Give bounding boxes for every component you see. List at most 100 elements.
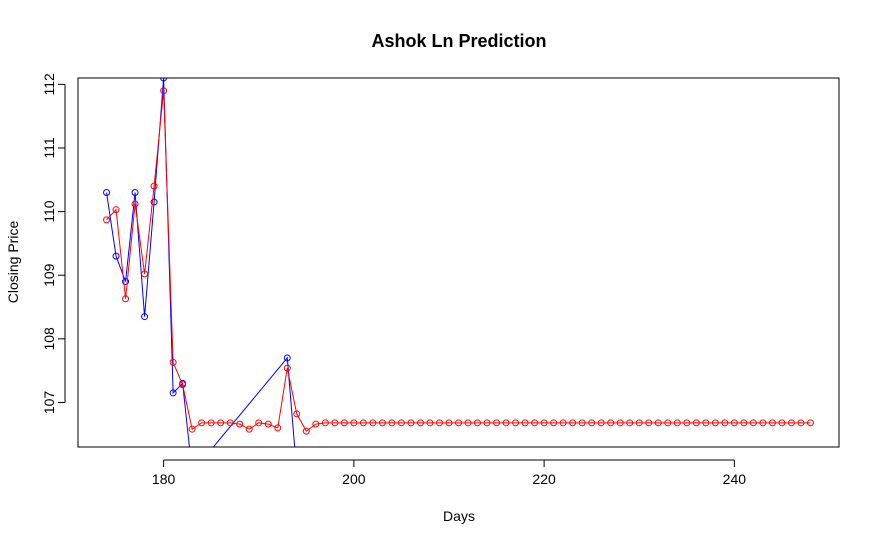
x-axis-label: Days — [443, 508, 475, 524]
y-tick-label: 108 — [41, 327, 57, 351]
series-1-point — [768, 419, 776, 427]
series-1-point — [350, 419, 358, 427]
series-1-point — [749, 419, 757, 427]
series-1-point — [645, 419, 653, 427]
series-1-point — [730, 419, 738, 427]
series-1-point — [445, 419, 453, 427]
series-1-point — [264, 420, 272, 428]
series-1-point — [721, 419, 729, 427]
x-tick-label: 180 — [152, 471, 176, 487]
series-1-point — [474, 419, 482, 427]
series-1-point — [673, 419, 681, 427]
x-tick-label: 240 — [723, 471, 747, 487]
series-0-point — [131, 189, 139, 197]
series-1-point — [797, 419, 805, 427]
series-1-point — [293, 410, 301, 418]
series-1-point — [787, 419, 795, 427]
series-1-point — [198, 419, 206, 427]
chart-title: Ashok Ln Prediction — [371, 31, 546, 51]
series-1-point — [112, 206, 120, 214]
series-1-point — [207, 419, 215, 427]
series-1-point — [569, 419, 577, 427]
series-1-point — [540, 419, 548, 427]
series-1-point — [464, 419, 472, 427]
y-tick-label: 107 — [41, 391, 57, 415]
series-1-point — [493, 419, 501, 427]
series-0-point — [122, 278, 130, 286]
series-0-point — [141, 313, 149, 321]
series-1-point — [521, 419, 529, 427]
series-1-point — [188, 425, 196, 433]
series-1-point — [255, 419, 263, 427]
series-1-point — [226, 419, 234, 427]
series-1-point — [378, 419, 386, 427]
series-1-point — [236, 420, 244, 428]
series-1-point — [131, 200, 139, 208]
series-1-point — [388, 419, 396, 427]
series-1-point — [312, 420, 320, 428]
series-line-0 — [106, 78, 296, 447]
series-1-point — [283, 364, 291, 372]
plot-marks — [103, 78, 814, 475]
series-1-point — [217, 419, 225, 427]
series-1-point — [759, 419, 767, 427]
series-1-point — [578, 419, 586, 427]
series-1-point — [274, 424, 282, 432]
series-1-point — [416, 419, 424, 427]
series-1-point — [559, 419, 567, 427]
series-1-point — [435, 419, 443, 427]
series-1-point — [512, 419, 520, 427]
series-1-point — [407, 419, 415, 427]
series-1-point — [321, 419, 329, 427]
series-0-point — [103, 189, 111, 197]
series-0-point — [189, 469, 195, 475]
series-1-point — [531, 419, 539, 427]
x-tick-label: 220 — [532, 471, 556, 487]
series-1-point — [597, 419, 605, 427]
y-tick-label: 111 — [41, 137, 57, 158]
series-1-point — [635, 419, 643, 427]
series-1-point — [483, 419, 491, 427]
plot-frame — [77, 77, 840, 448]
series-1-point — [122, 295, 130, 303]
series-0-point — [283, 354, 291, 362]
x-tick-label: 200 — [342, 471, 366, 487]
axes: 180 200 220 240 107 108 109 110 111 112 — [41, 73, 746, 487]
series-1-point — [331, 419, 339, 427]
series-1-point — [654, 419, 662, 427]
series-1-point — [103, 216, 111, 224]
series-1-point — [616, 419, 624, 427]
series-1-point — [179, 381, 187, 389]
series-1-point — [588, 419, 596, 427]
y-tick-label: 112 — [41, 73, 57, 96]
series-1-point — [302, 427, 310, 435]
series-1-point — [692, 419, 700, 427]
y-axis-label: Closing Price — [5, 221, 21, 304]
series-1-point — [169, 358, 177, 366]
series-1-point — [150, 182, 158, 190]
series-1-point — [626, 419, 634, 427]
series-1-point — [607, 419, 615, 427]
series-1-point — [806, 419, 814, 427]
series-1-point — [455, 419, 462, 427]
series-0-point — [112, 252, 120, 260]
y-tick-label: 110 — [41, 200, 57, 223]
series-0-point — [150, 198, 158, 206]
series-line-1 — [106, 90, 811, 432]
series-1-point — [711, 419, 719, 427]
series-1-point — [369, 419, 377, 427]
series-1-point — [141, 270, 149, 278]
series-1-point — [778, 419, 786, 427]
series-1-point — [160, 87, 168, 95]
series-0-point — [160, 78, 168, 82]
series-1-point — [550, 419, 558, 427]
series-1-point — [426, 419, 434, 427]
series-1-point — [740, 419, 748, 427]
series-1-point — [359, 419, 367, 427]
series-1-point — [702, 419, 710, 427]
series-1-point — [683, 419, 691, 427]
y-tick-label: 109 — [41, 263, 57, 287]
series-1-point — [397, 419, 405, 427]
series-0-point — [169, 389, 177, 397]
